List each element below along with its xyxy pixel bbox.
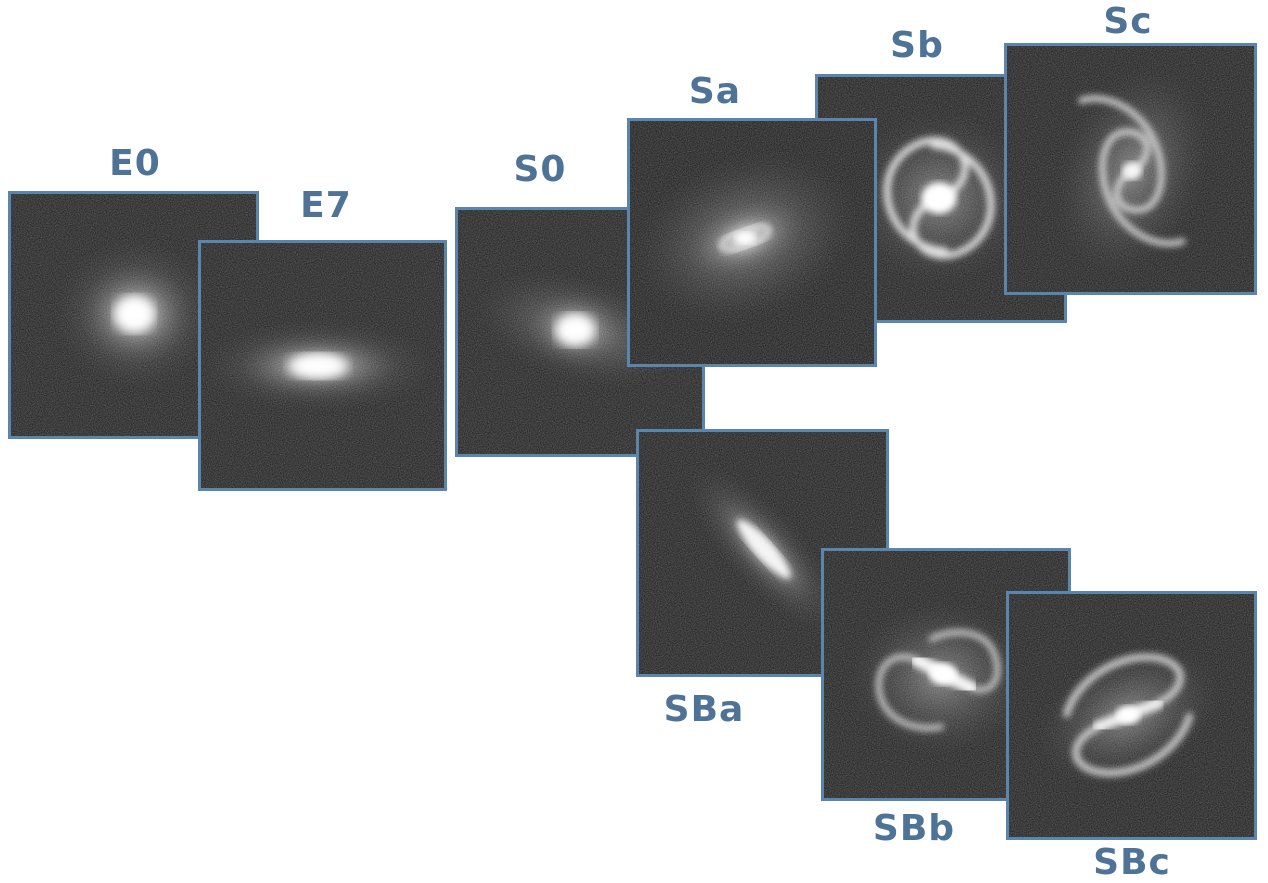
label-sbb: SBb [872,808,956,849]
e7-galaxy-graphic [201,243,444,488]
label-sc: Sc [1103,1,1153,42]
label-sa: Sa [688,71,742,112]
galaxy-image-sbb [821,548,1071,801]
galaxy-image-e7 [198,240,447,491]
label-sba: SBa [663,689,745,730]
galaxy-image-sa [627,118,877,367]
label-s0: S0 [513,149,567,190]
label-sbc: SBc [1093,842,1171,883]
label-e7: E7 [300,185,352,226]
galaxy-image-sbc [1006,591,1257,840]
galaxy-image-sc [1004,43,1257,295]
galaxy-image-e0 [8,191,259,439]
e0-galaxy-graphic [11,194,256,436]
sbc-galaxy-graphic [1009,594,1254,837]
sc-galaxy-graphic [1007,46,1254,292]
label-e0: E0 [109,143,161,184]
sa-galaxy-graphic [630,121,874,364]
label-sb: Sb [890,25,944,66]
